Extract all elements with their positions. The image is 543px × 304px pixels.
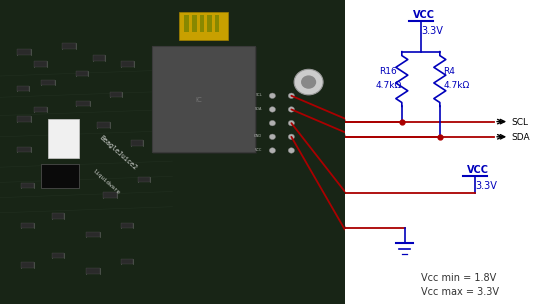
Text: BeagleJuice2: BeagleJuice2: [98, 135, 138, 171]
Bar: [52, 253, 64, 258]
Bar: [103, 192, 117, 198]
Bar: [41, 80, 55, 85]
Text: 3.3V: 3.3V: [476, 181, 497, 191]
Text: GND: GND: [254, 134, 262, 138]
Bar: [121, 61, 135, 67]
Circle shape: [269, 134, 275, 140]
Bar: [215, 15, 219, 32]
Circle shape: [288, 120, 294, 126]
Text: VCC: VCC: [255, 147, 262, 152]
Bar: [97, 122, 110, 128]
Circle shape: [269, 107, 275, 112]
Bar: [86, 268, 100, 274]
Text: SCL: SCL: [511, 118, 528, 127]
Text: SDA: SDA: [511, 133, 529, 142]
Bar: [76, 101, 90, 106]
Bar: [17, 147, 31, 152]
Bar: [110, 92, 122, 97]
Bar: [52, 131, 64, 137]
Bar: [21, 262, 35, 268]
Text: R16: R16: [379, 67, 396, 76]
Text: R4: R4: [443, 67, 455, 76]
Circle shape: [288, 93, 294, 98]
Bar: [17, 86, 29, 91]
Bar: [93, 55, 105, 61]
Bar: [21, 183, 35, 188]
Text: SDA: SDA: [255, 106, 262, 111]
Bar: [17, 49, 31, 55]
Bar: [86, 232, 100, 237]
Circle shape: [269, 93, 275, 98]
Text: 4.7kΩ: 4.7kΩ: [443, 81, 469, 90]
Bar: [35, 107, 47, 112]
Circle shape: [301, 75, 316, 89]
Text: 4.7kΩ: 4.7kΩ: [375, 81, 401, 90]
Bar: [151, 46, 255, 152]
Circle shape: [269, 120, 275, 126]
Bar: [76, 71, 88, 76]
Bar: [154, 47, 257, 154]
Text: Vcc min = 1.8V: Vcc min = 1.8V: [421, 273, 496, 283]
Circle shape: [288, 148, 294, 153]
Bar: [48, 119, 79, 158]
Bar: [62, 171, 74, 176]
Bar: [179, 12, 228, 40]
Text: 3.3V: 3.3V: [421, 26, 443, 36]
Text: SCL: SCL: [255, 93, 262, 97]
Bar: [121, 223, 132, 228]
Bar: [52, 213, 64, 219]
Text: VCC: VCC: [413, 10, 435, 20]
Bar: [200, 15, 204, 32]
Bar: [21, 223, 35, 228]
Bar: [35, 61, 47, 67]
Text: IC: IC: [195, 97, 201, 103]
Bar: [121, 259, 132, 264]
Bar: [185, 15, 189, 32]
Bar: [17, 116, 31, 122]
Circle shape: [288, 107, 294, 112]
Bar: [131, 140, 143, 146]
Circle shape: [269, 148, 275, 153]
Text: VCC: VCC: [467, 165, 489, 175]
Circle shape: [288, 134, 294, 140]
Bar: [207, 15, 212, 32]
Text: Vcc max = 3.3V: Vcc max = 3.3V: [421, 287, 499, 297]
Circle shape: [294, 69, 323, 95]
Bar: [138, 177, 150, 182]
Bar: [62, 43, 76, 49]
Bar: [192, 15, 197, 32]
Bar: [41, 164, 79, 188]
Text: liquidware: liquidware: [91, 168, 121, 195]
